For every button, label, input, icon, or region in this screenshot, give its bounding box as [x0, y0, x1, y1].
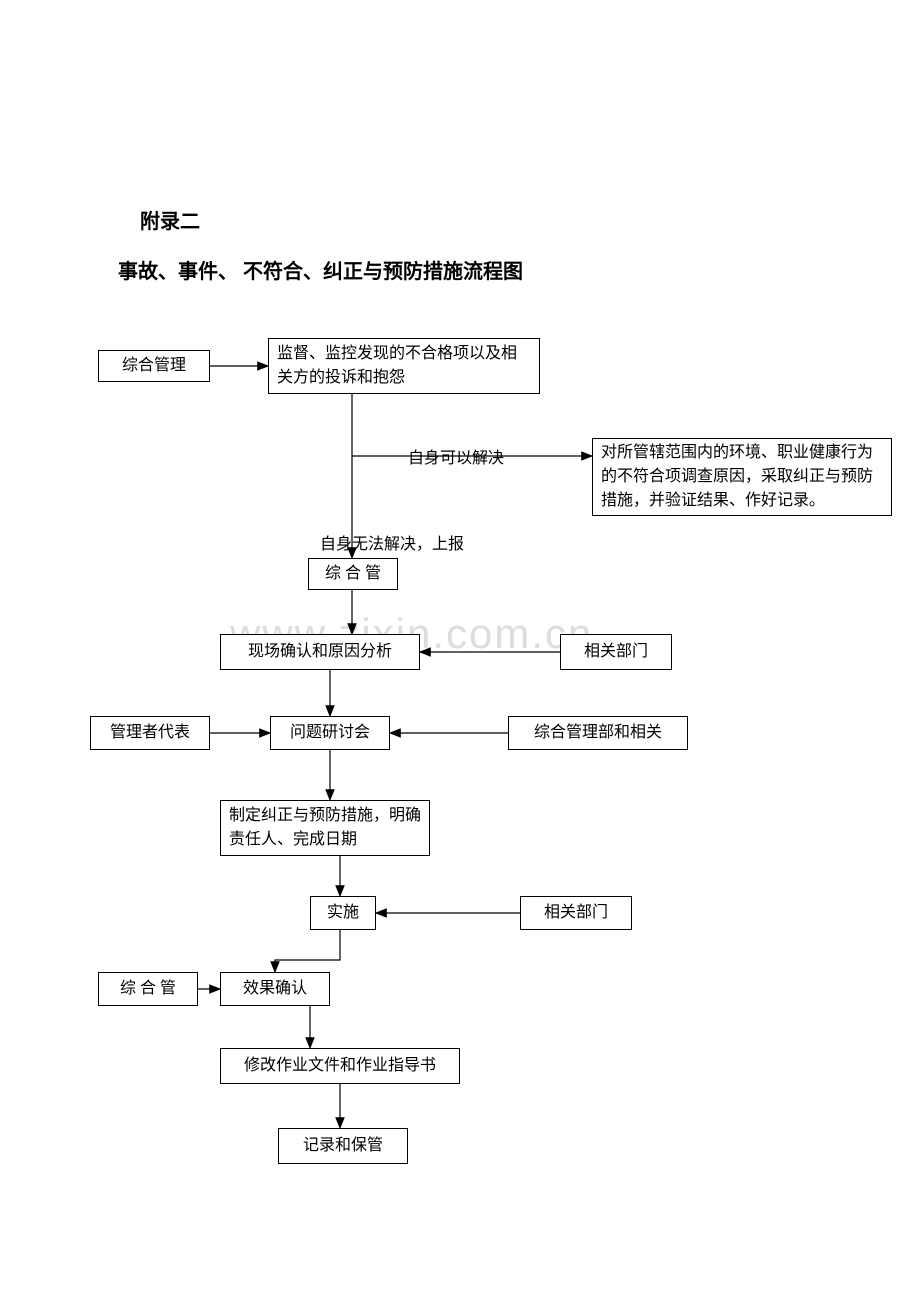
label-self-cannot-resolve: 自身无法解决，上报 [320, 530, 464, 554]
node-text: 综合管理部和相关 [509, 717, 687, 749]
node-text: 综合管理 [99, 350, 209, 382]
node-text: 效果确认 [221, 973, 329, 1005]
appendix-heading: 附录二 [140, 205, 200, 234]
node-text: 相关部门 [561, 636, 671, 668]
node-text: 管理者代表 [91, 717, 209, 749]
node-text: 综 合 管 [309, 558, 397, 590]
node-scene-confirm-analysis: 现场确认和原因分析 [220, 634, 420, 670]
node-problem-meeting: 问题研讨会 [270, 716, 390, 750]
node-comprehensive-mgr-2: 综 合 管 [98, 972, 198, 1006]
node-effect-confirm: 效果确认 [220, 972, 330, 1006]
label-self-can-resolve: 自身可以解决 [408, 444, 504, 468]
node-text: 修改作业文件和作业指导书 [221, 1050, 459, 1082]
node-modify-docs: 修改作业文件和作业指导书 [220, 1048, 460, 1084]
node-monitor-complaints: 监督、监控发现的不合格项以及相关方的投诉和抱怨 [268, 338, 540, 394]
node-text: 现场确认和原因分析 [221, 636, 419, 668]
node-manager-rep: 管理者代表 [90, 716, 210, 750]
node-record-archive: 记录和保管 [278, 1128, 408, 1164]
node-text: 监督、监控发现的不合格项以及相关方的投诉和抱怨 [269, 338, 539, 394]
node-comp-mgmt-related: 综合管理部和相关 [508, 716, 688, 750]
node-text: 问题研讨会 [271, 717, 389, 749]
node-text: 记录和保管 [279, 1130, 407, 1162]
node-text: 实施 [311, 897, 375, 929]
node-comprehensive-mgmt-top: 综合管理 [98, 350, 210, 382]
node-related-dept-2: 相关部门 [520, 896, 632, 930]
edge-e_impl_confirm [275, 930, 340, 972]
node-text: 相关部门 [521, 897, 631, 929]
node-related-dept-1: 相关部门 [560, 634, 672, 670]
node-text: 制定纠正与预防措施，明确责任人、完成日期 [221, 800, 429, 856]
title-heading: 事故、事件、 不符合、纠正与预防措施流程图 [118, 255, 523, 284]
page: 附录二 事故、事件、 不符合、纠正与预防措施流程图 www.zixin.com.… [0, 0, 920, 1302]
node-text: 综 合 管 [99, 973, 197, 1005]
node-comprehensive-mgr: 综 合 管 [308, 558, 398, 590]
node-corrective-measures: 制定纠正与预防措施，明确责任人、完成日期 [220, 800, 430, 856]
node-implement: 实施 [310, 896, 376, 930]
node-text: 对所管辖范围内的环境、职业健康行为的不符合项调查原因，采取纠正与预防措施，并验证… [593, 437, 891, 517]
node-self-resolve-desc: 对所管辖范围内的环境、职业健康行为的不符合项调查原因，采取纠正与预防措施，并验证… [592, 438, 892, 516]
